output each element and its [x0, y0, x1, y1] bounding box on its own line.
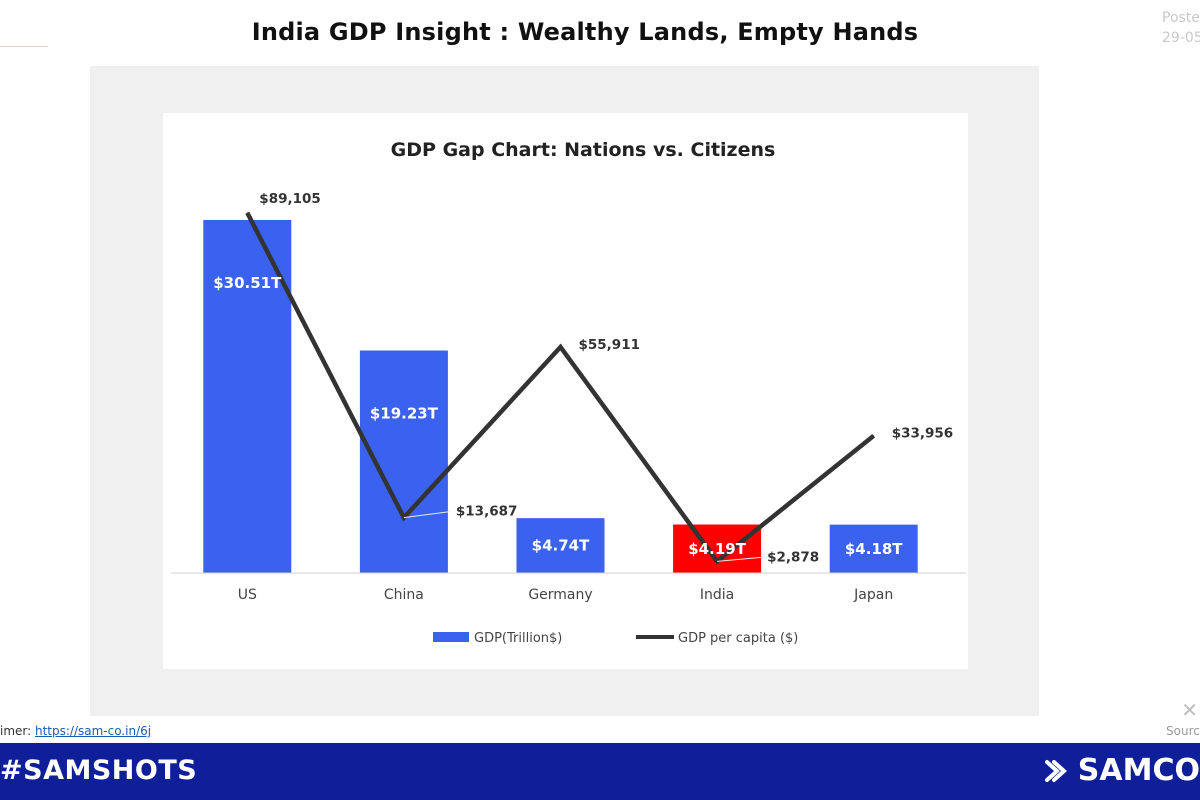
line-point	[560, 346, 561, 348]
close-icon[interactable]: ✕	[1181, 698, 1198, 722]
gdp-gap-chart: GDP Gap Chart: Nations vs. Citizens US Ch…	[163, 113, 968, 669]
disclaimer-link[interactable]: https://sam-co.in/6j	[35, 724, 152, 738]
line-data-label: $55,911	[579, 337, 641, 353]
x-tick-label: US	[238, 587, 257, 603]
brand-hashtag: #SAMSHOTS	[0, 755, 198, 786]
line-data-label: $33,956	[892, 426, 954, 442]
brand-name: SAMCO	[1077, 753, 1200, 788]
legend-label-per-capita: GDP per capita ($)	[678, 631, 798, 646]
page-title: India GDP Insight : Wealthy Lands, Empty…	[251, 18, 919, 46]
disclaimer-label: imer:	[0, 724, 35, 738]
samco-logo-icon	[1044, 759, 1067, 782]
brand-logo: SAMCO	[1044, 753, 1200, 788]
legend-swatch-gdp	[433, 632, 469, 642]
label-leader-line	[717, 556, 762, 562]
line-data-label: $89,105	[259, 191, 321, 207]
x-tick-label: India	[700, 587, 734, 603]
posted-label: Poste	[1162, 10, 1200, 26]
bar-india	[673, 524, 762, 573]
bar-data-label: $19.23T	[370, 405, 439, 423]
line-data-label: $2,878	[767, 549, 819, 565]
posted-date: 29-05	[1162, 30, 1200, 46]
x-tick-label: Germany	[528, 587, 592, 603]
footer-bar: #SAMSHOTS SAMCO	[0, 743, 1200, 800]
x-tick-label: China	[384, 587, 424, 603]
bar-data-label: $4.74T	[532, 537, 590, 555]
bar-data-label: $30.51T	[213, 274, 282, 292]
chart-title: GDP Gap Chart: Nations vs. Citizens	[391, 139, 776, 161]
disclaimer: imer: https://sam-co.in/6j	[0, 724, 151, 738]
bar-japan	[829, 524, 918, 573]
line-point	[873, 435, 875, 437]
x-tick-label: Japan	[853, 587, 893, 603]
bar-us	[203, 220, 292, 573]
posted-info: Poste 29-05	[1162, 8, 1200, 48]
divider	[0, 46, 48, 47]
bar-data-label: $4.19T	[688, 540, 746, 558]
chart-background	[163, 113, 968, 669]
bar-data-label: $4.18T	[845, 540, 903, 558]
line-point	[246, 212, 248, 214]
label-leader-line	[403, 511, 450, 519]
line-data-label: $13,687	[456, 504, 518, 520]
bar-germany	[516, 518, 605, 573]
legend-label-gdp: GDP(Trillion$)	[474, 631, 562, 646]
source-label: Sourc	[1166, 724, 1200, 738]
